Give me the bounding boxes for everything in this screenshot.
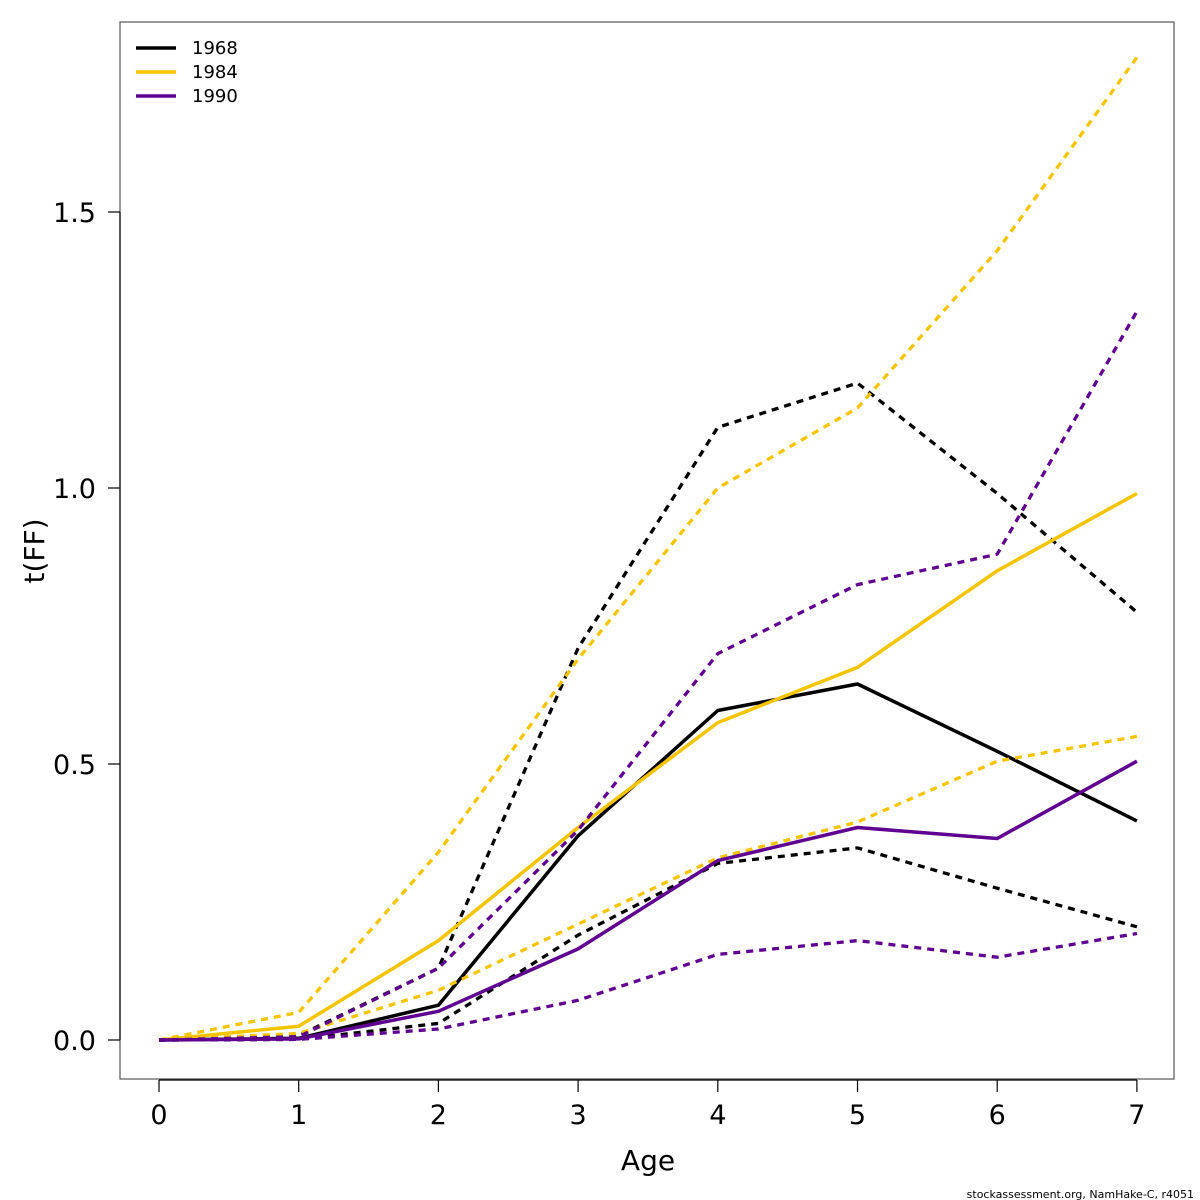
y-tick-label-2: 1.0 <box>53 474 96 505</box>
x-tick-label-5: 5 <box>849 1100 866 1131</box>
series-line-8 <box>158 931 1138 1042</box>
series-line-0 <box>158 682 1138 1042</box>
y-axis-title: t(FF) <box>18 518 51 583</box>
footer-credit: stockassessment.org, NamHake-C, r4051 <box>967 1188 1194 1200</box>
x-tick-label-2: 2 <box>430 1100 447 1131</box>
y-tick-label-1: 0.5 <box>53 750 96 781</box>
x-tick-label-0: 0 <box>150 1100 167 1131</box>
legend-label-1968: 1968 <box>192 38 238 59</box>
x-tick-label-1: 1 <box>290 1100 307 1131</box>
series-line-1 <box>158 381 1138 1042</box>
x-tick-label-6: 6 <box>989 1100 1006 1131</box>
series-line-2 <box>158 846 1138 1042</box>
plot-frame <box>119 21 1175 1080</box>
legend: 1968 1984 1990 <box>136 38 238 107</box>
y-tick-label-3: 1.5 <box>53 198 96 229</box>
x-tick-label-3: 3 <box>570 1100 587 1131</box>
series-line-7 <box>158 310 1139 1042</box>
series-line-4 <box>158 56 1139 1042</box>
x-tick-label-7: 7 <box>1128 1100 1145 1131</box>
legend-label-1990: 1990 <box>192 86 238 107</box>
series-line-6 <box>158 759 1138 1042</box>
y-tick-label-0: 0.0 <box>53 1026 96 1057</box>
x-tick-label-4: 4 <box>709 1100 726 1131</box>
series-line-5 <box>158 734 1138 1042</box>
series-layer <box>158 56 1139 1042</box>
axes-layer: 0 1 2 3 4 5 6 7 0.0 0.5 1.0 1.5 <box>53 198 1145 1131</box>
series-line-3 <box>158 491 1138 1042</box>
legend-label-1984: 1984 <box>192 62 238 83</box>
x-axis-title: Age <box>621 1144 675 1177</box>
